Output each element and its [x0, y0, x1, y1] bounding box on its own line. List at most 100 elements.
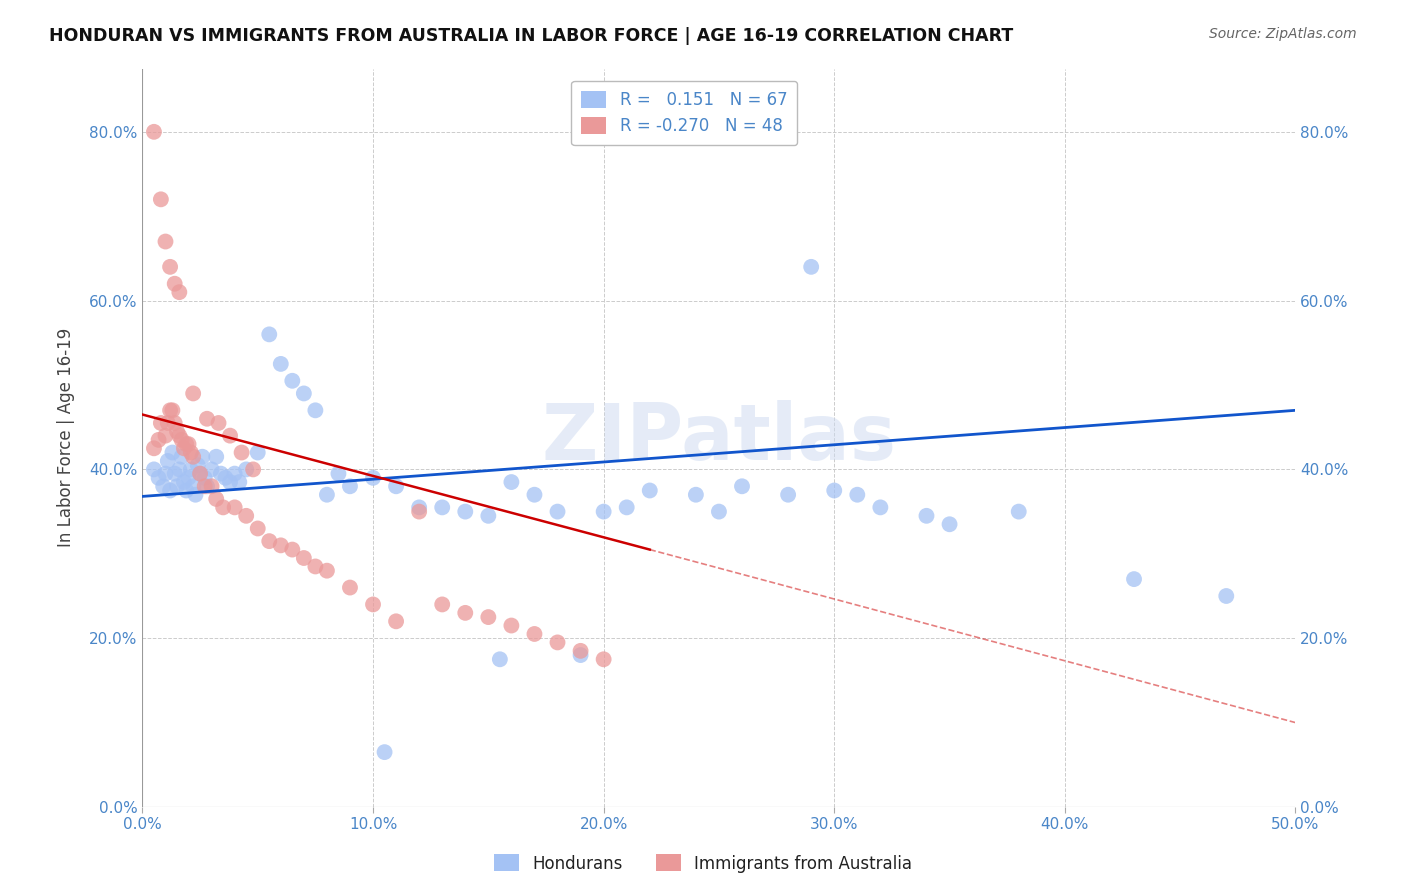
- Point: [180, 462, 202, 476]
- Point: [432, 500, 454, 515]
- Point: [194, 471, 217, 485]
- Point: [201, 479, 224, 493]
- Point: [454, 505, 477, 519]
- Point: [638, 483, 661, 498]
- Point: [385, 479, 408, 493]
- Point: [259, 534, 281, 549]
- Point: [304, 559, 326, 574]
- Legend: Hondurans, Immigrants from Australia: Hondurans, Immigrants from Australia: [486, 847, 920, 880]
- Point: [195, 479, 218, 493]
- Point: [219, 475, 242, 489]
- Point: [1215, 589, 1237, 603]
- Point: [242, 462, 264, 476]
- Point: [177, 471, 200, 485]
- Point: [170, 433, 193, 447]
- Point: [454, 606, 477, 620]
- Point: [152, 479, 174, 493]
- Point: [523, 627, 546, 641]
- Point: [523, 488, 546, 502]
- Point: [361, 471, 384, 485]
- Point: [292, 386, 315, 401]
- Point: [281, 374, 304, 388]
- Point: [174, 483, 197, 498]
- Point: [569, 648, 592, 662]
- Point: [224, 467, 246, 481]
- Point: [328, 467, 350, 481]
- Point: [228, 475, 250, 489]
- Point: [214, 471, 236, 485]
- Point: [195, 411, 218, 425]
- Point: [1123, 572, 1146, 586]
- Point: [477, 610, 499, 624]
- Point: [194, 479, 217, 493]
- Point: [270, 538, 292, 552]
- Point: [246, 445, 269, 459]
- Text: HONDURAN VS IMMIGRANTS FROM AUSTRALIA IN LABOR FORCE | AGE 16-19 CORRELATION CHA: HONDURAN VS IMMIGRANTS FROM AUSTRALIA IN…: [49, 27, 1014, 45]
- Point: [166, 425, 188, 439]
- Point: [143, 125, 166, 139]
- Point: [869, 500, 891, 515]
- Point: [231, 445, 253, 459]
- Point: [246, 521, 269, 535]
- Point: [181, 479, 204, 493]
- Point: [159, 403, 181, 417]
- Point: [224, 500, 246, 515]
- Point: [174, 437, 197, 451]
- Point: [209, 467, 232, 481]
- Point: [177, 437, 200, 451]
- Point: [800, 260, 823, 274]
- Point: [408, 500, 430, 515]
- Point: [155, 428, 177, 442]
- Point: [162, 445, 184, 459]
- Point: [778, 488, 800, 502]
- Point: [166, 479, 188, 493]
- Point: [304, 403, 326, 417]
- Point: [915, 508, 938, 523]
- Point: [259, 327, 281, 342]
- Point: [188, 467, 211, 481]
- Point: [163, 277, 186, 291]
- Point: [385, 615, 408, 629]
- Point: [162, 403, 184, 417]
- Point: [489, 652, 512, 666]
- Point: [148, 433, 170, 447]
- Point: [181, 450, 204, 464]
- Point: [149, 192, 172, 206]
- Point: [547, 635, 569, 649]
- Point: [149, 416, 172, 430]
- Point: [173, 442, 195, 456]
- Point: [592, 652, 614, 666]
- Point: [163, 416, 186, 430]
- Point: [143, 442, 166, 456]
- Point: [163, 467, 186, 481]
- Point: [169, 428, 191, 442]
- Point: [339, 479, 361, 493]
- Point: [616, 500, 638, 515]
- Point: [408, 505, 430, 519]
- Point: [159, 483, 181, 498]
- Point: [477, 508, 499, 523]
- Point: [181, 386, 204, 401]
- Point: [184, 488, 207, 502]
- Point: [207, 416, 229, 430]
- Point: [156, 416, 179, 430]
- Point: [1008, 505, 1031, 519]
- Point: [205, 450, 228, 464]
- Point: [316, 564, 339, 578]
- Point: [159, 260, 181, 274]
- Point: [501, 475, 523, 489]
- Point: [361, 598, 384, 612]
- Point: [180, 445, 202, 459]
- Point: [685, 488, 707, 502]
- Point: [169, 285, 191, 300]
- Point: [823, 483, 845, 498]
- Point: [339, 581, 361, 595]
- Point: [432, 598, 454, 612]
- Point: [270, 357, 292, 371]
- Point: [846, 488, 869, 502]
- Point: [219, 428, 242, 442]
- Point: [143, 462, 166, 476]
- Point: [155, 235, 177, 249]
- Point: [201, 462, 224, 476]
- Point: [155, 467, 177, 481]
